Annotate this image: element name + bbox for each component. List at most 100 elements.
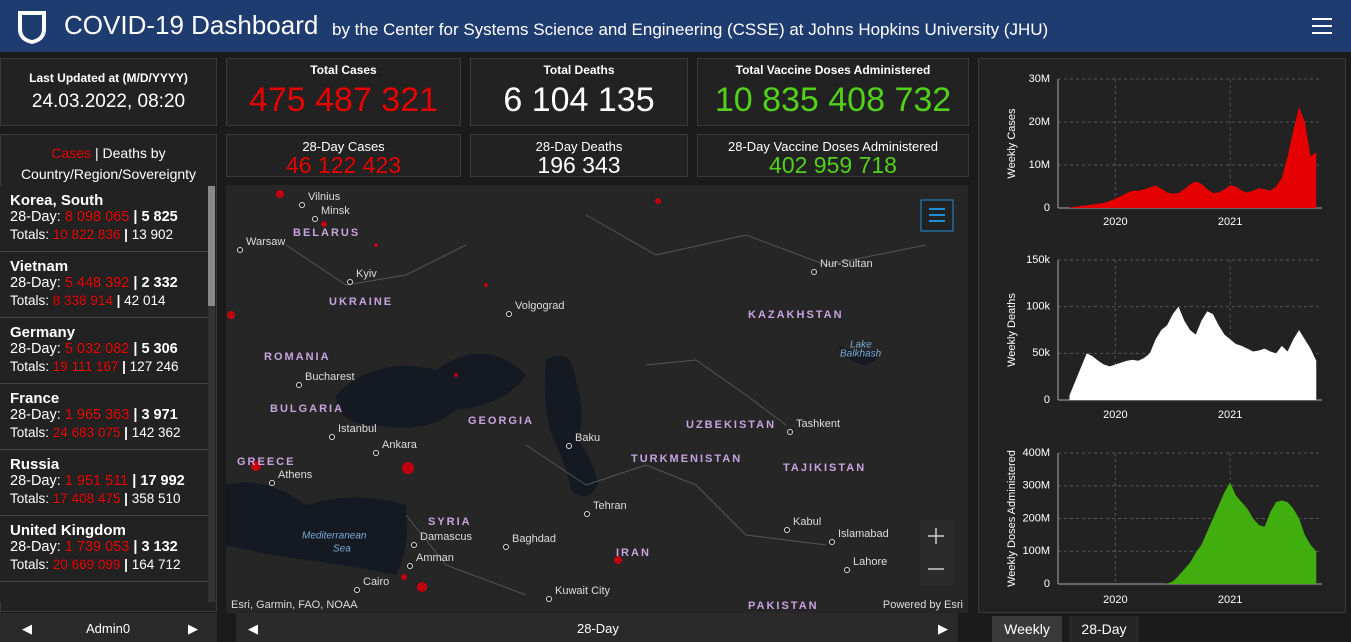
- water-label: Balkhash: [840, 349, 882, 360]
- water-label: Lake: [850, 340, 872, 351]
- water-label: Sea: [333, 544, 351, 555]
- city-dot: [329, 434, 335, 440]
- stat-box: 28-Day Cases 46 122 423: [226, 134, 461, 178]
- country-label: BULGARIA: [270, 403, 344, 415]
- total-cases: 19 111 167: [52, 359, 119, 374]
- scroll-thumb[interactable]: [208, 186, 215, 306]
- country-label: IRAN: [616, 547, 651, 559]
- country-label: GEORGIA: [468, 415, 534, 427]
- cases-tab[interactable]: Cases: [51, 145, 92, 161]
- next-arrow[interactable]: ▶: [188, 621, 198, 636]
- day28-cases: 1 739 053: [64, 539, 130, 555]
- city-label: Cairo: [363, 576, 389, 588]
- stat-label: 28-Day Cases: [302, 139, 385, 154]
- day28-row: 28-Day: 5 032 082 | 5 306: [10, 341, 210, 358]
- black-sea: [336, 353, 526, 428]
- separator: |: [116, 293, 121, 308]
- city-dot: [829, 539, 835, 545]
- city-label: Baku: [575, 432, 600, 444]
- city-label: Minsk: [321, 205, 350, 217]
- city-dot: [546, 596, 552, 602]
- totals-label: Totals:: [10, 557, 50, 572]
- city-label: Baghdad: [512, 533, 556, 545]
- last-updated-label: Last Updated at (M/D/YYYY): [29, 71, 188, 85]
- stat-label: Total Cases: [310, 63, 377, 77]
- mediterranean: [226, 482, 408, 575]
- day28-label: 28-Day:: [10, 407, 61, 423]
- day28-label: 28-Day:: [10, 209, 61, 225]
- city-label: Islamabad: [838, 528, 889, 540]
- city-label: Damascus: [420, 531, 472, 543]
- city-label: Kuwait City: [555, 585, 611, 597]
- footer-left: [0, 613, 217, 642]
- total-deaths: 164 712: [131, 557, 181, 572]
- next-arrow[interactable]: ▶: [938, 621, 948, 636]
- attribution: Esri, Garmin, FAO, NOAA: [231, 599, 358, 611]
- totals-row: Totals: 24 683 075 | 142 362: [10, 424, 210, 441]
- separator: |: [132, 473, 137, 489]
- caspian-sea: [544, 355, 598, 497]
- scrollbar[interactable]: [208, 186, 215, 602]
- legend-button[interactable]: [920, 199, 954, 232]
- stat-box: 28-Day Deaths 196 343: [470, 134, 688, 178]
- country-name: France: [10, 390, 60, 407]
- country-list[interactable]: Korea, South 28-Day: 8 098 065 | 5 825 Tot…: [0, 186, 210, 602]
- city-dot: [503, 544, 509, 550]
- stat-value: 475 487 321: [248, 81, 439, 119]
- logo: [18, 11, 46, 44]
- city-label: Nur-Sultan: [820, 258, 873, 270]
- day28-cases: 5 448 392: [64, 275, 130, 291]
- totals-row: Totals: 19 111 167 | 127 246: [10, 358, 210, 375]
- stat-value: 46 122 423: [285, 152, 402, 178]
- totals-label: Totals:: [10, 227, 50, 242]
- stat-box: Total Deaths 6 104 135: [470, 58, 688, 126]
- city-dot: [296, 382, 302, 388]
- zoom-controls[interactable]: [920, 520, 953, 586]
- total-deaths: 13 902: [131, 227, 173, 242]
- separator: |: [124, 557, 128, 572]
- title: COVID-19 Dashboard: [64, 10, 319, 40]
- prev-arrow[interactable]: ◀: [22, 621, 32, 636]
- country-label: GREECE: [237, 456, 295, 468]
- separator: |: [133, 209, 138, 225]
- map[interactable]: Esri, Garmin, FAO, NOAA Powered by Esri …: [226, 185, 968, 613]
- day28-label: 28-Day:: [10, 539, 61, 555]
- city-dot: [347, 279, 353, 285]
- totals-row: Totals: 8 338 914 | 42 014: [10, 292, 210, 309]
- separator: |: [133, 341, 138, 357]
- country-label: KAZAKHSTAN: [748, 309, 844, 321]
- separator: |: [95, 145, 99, 161]
- footer: ◀ Admin0 ▶ ◀ 28-Day ▶ Weekly 28-Day: [0, 613, 1351, 642]
- city-dot: [312, 216, 318, 222]
- city-dot: [299, 202, 305, 208]
- footer-left-label: Admin0: [86, 621, 131, 636]
- country-label: BELARUS: [293, 227, 360, 239]
- borders: [285, 214, 927, 596]
- totals-label: Totals:: [10, 293, 50, 308]
- country-item: Vietnam 28-Day: 5 448 392 | 2 332 Totals: …: [0, 252, 210, 318]
- stat-label: 28-Day Vaccine Doses Administered: [727, 139, 939, 154]
- tab-active[interactable]: Weekly: [992, 616, 1062, 642]
- prev-arrow[interactable]: ◀: [248, 621, 258, 636]
- country-name: Vietnam: [10, 258, 69, 275]
- city-label: Istanbul: [338, 423, 377, 435]
- total-deaths: 358 510: [131, 491, 181, 506]
- totals-label: Totals:: [10, 425, 50, 440]
- country-label: UKRAINE: [329, 296, 393, 308]
- totals-label: Totals:: [10, 359, 50, 374]
- city-dot: [584, 511, 590, 517]
- day28-deaths: 5 306: [141, 341, 178, 357]
- menu-button[interactable]: [1312, 18, 1332, 34]
- day28-row: 28-Day: 1 965 363 | 3 971: [10, 407, 210, 424]
- country-label: PAKISTAN: [748, 600, 819, 612]
- separator: |: [124, 491, 128, 506]
- city-label: Athens: [278, 469, 313, 481]
- header: COVID-19 Dashboard by the Center for Sys…: [0, 0, 1351, 52]
- country-name: United Kingdom: [10, 522, 126, 539]
- city-label: Tashkent: [796, 418, 840, 430]
- day28-cases: 1 951 511: [64, 473, 129, 489]
- separator: |: [124, 227, 128, 242]
- day28-row: 28-Day: 8 098 065 | 5 825: [10, 209, 210, 226]
- tab[interactable]: 28-Day: [1069, 616, 1139, 642]
- list-header: Cases | Deaths by Country/Region/Soverei…: [1, 143, 216, 185]
